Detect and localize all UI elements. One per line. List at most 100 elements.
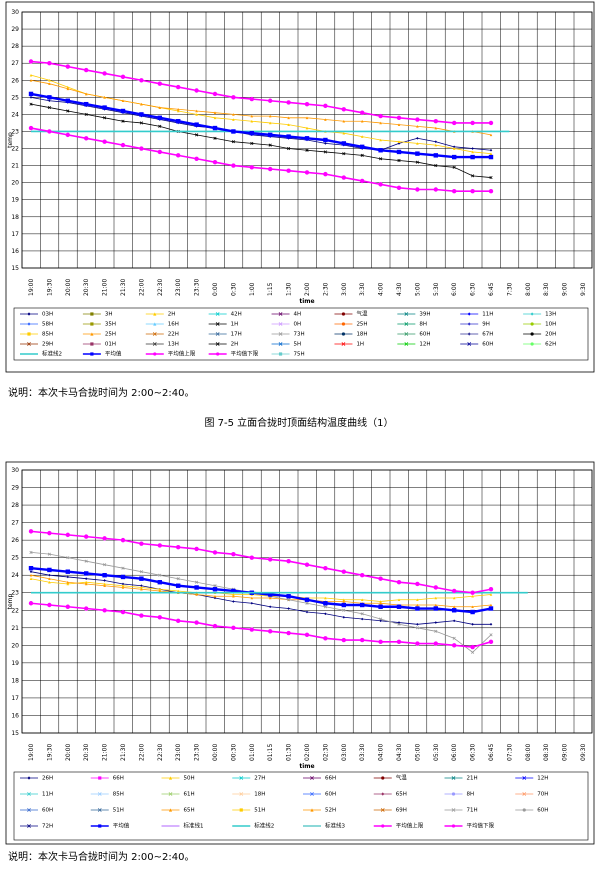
- marker: [249, 627, 254, 632]
- marker: [397, 140, 401, 144]
- marker: [268, 166, 273, 172]
- marker: [29, 96, 33, 99]
- marker: [249, 130, 254, 136]
- marker: [416, 603, 419, 607]
- marker: [29, 78, 33, 82]
- marker: [232, 113, 235, 116]
- marker: [416, 136, 419, 140]
- marker: [27, 808, 31, 812]
- y-tick-label: 25: [11, 555, 19, 562]
- marker: [378, 148, 383, 153]
- marker: [287, 598, 291, 602]
- series-line: [30, 96, 492, 151]
- marker: [304, 170, 310, 175]
- marker: [47, 61, 52, 66]
- marker: [250, 601, 254, 605]
- marker: [121, 584, 125, 588]
- x-tick-label: 6:00: [451, 282, 458, 296]
- series-line: [30, 79, 492, 136]
- marker: [396, 580, 402, 585]
- marker: [249, 96, 254, 102]
- x-tick-label: 08:00: [525, 744, 532, 761]
- x-tick-label: 21:00: [102, 744, 109, 761]
- marker: [194, 585, 199, 590]
- series-line: [30, 602, 492, 648]
- legend-label: 标准线3: [325, 822, 346, 830]
- legend-label: 29H: [42, 342, 53, 348]
- x-tick-label: 20:00: [65, 744, 72, 761]
- marker: [397, 598, 401, 602]
- chart-frame: [5, 461, 595, 845]
- marker: [287, 607, 290, 610]
- legend-label: 70H: [537, 792, 548, 798]
- marker: [323, 103, 328, 109]
- marker: [342, 598, 346, 602]
- legend-label: 03H: [42, 312, 53, 318]
- marker: [286, 594, 291, 599]
- marker: [102, 139, 107, 144]
- legend-label: 13H: [168, 342, 179, 348]
- marker: [29, 73, 33, 77]
- marker: [522, 808, 526, 812]
- legend-label: 平均值下限: [467, 822, 495, 830]
- x-tick-label: 21:30: [120, 744, 127, 761]
- marker: [360, 119, 364, 123]
- marker: [103, 563, 107, 567]
- marker: [231, 588, 236, 594]
- marker: [360, 110, 365, 115]
- x-tick-label: 8:30: [543, 282, 550, 296]
- marker: [195, 109, 198, 113]
- marker: [158, 124, 162, 128]
- marker: [467, 342, 472, 346]
- y-tick-label: 30: [11, 467, 19, 474]
- marker: [268, 143, 272, 147]
- marker: [27, 776, 31, 780]
- x-tick-label: 05:00: [414, 744, 421, 761]
- marker: [212, 91, 218, 97]
- marker: [416, 125, 419, 128]
- x-axis-label: time: [299, 763, 314, 770]
- marker: [103, 96, 106, 99]
- legend-label: 42H: [231, 312, 242, 318]
- marker: [231, 163, 236, 168]
- y-tick-label: 16: [11, 712, 19, 719]
- marker: [467, 332, 471, 336]
- x-tick-label: 4:00: [378, 282, 385, 296]
- marker: [157, 81, 162, 86]
- marker: [305, 116, 309, 120]
- marker: [415, 151, 420, 156]
- marker: [48, 577, 51, 581]
- marker: [324, 596, 327, 600]
- marker: [153, 312, 157, 316]
- marker: [415, 581, 420, 587]
- marker: [342, 119, 346, 123]
- marker: [140, 584, 143, 588]
- marker: [451, 824, 456, 828]
- y-tick-label: 27: [11, 60, 19, 67]
- marker: [434, 140, 438, 144]
- marker: [287, 146, 291, 151]
- x-tick-label: 19:30: [46, 279, 53, 296]
- marker: [324, 612, 327, 616]
- marker: [98, 824, 102, 828]
- legend-label: 58H: [42, 322, 53, 328]
- legend-label: 8H: [467, 792, 475, 798]
- legend-label: 18H: [356, 332, 367, 338]
- marker: [323, 565, 328, 571]
- x-tick-label: 9:00: [562, 282, 569, 296]
- marker: [157, 149, 162, 155]
- marker: [379, 138, 382, 142]
- marker: [404, 322, 409, 326]
- marker: [231, 129, 236, 134]
- marker: [323, 601, 328, 606]
- marker: [489, 175, 493, 180]
- legend-label: 60H: [482, 342, 493, 348]
- marker: [381, 824, 385, 828]
- marker: [66, 85, 70, 89]
- marker: [305, 610, 309, 614]
- marker: [268, 557, 273, 562]
- marker: [102, 608, 107, 613]
- y-tick-label: 17: [11, 695, 19, 702]
- marker: [120, 609, 126, 615]
